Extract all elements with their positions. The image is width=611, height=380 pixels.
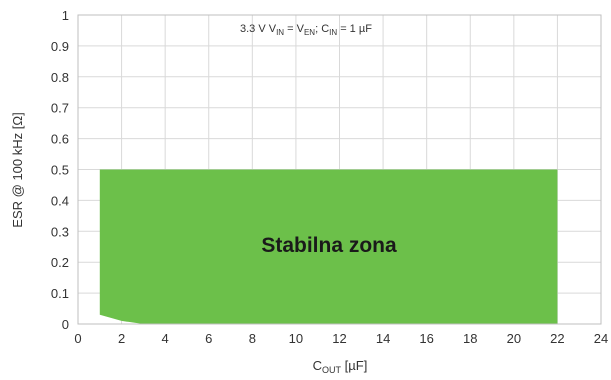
x-tick-label: 2 <box>118 331 125 346</box>
x-tick-label: 18 <box>463 331 477 346</box>
x-tick-label: 22 <box>550 331 564 346</box>
y-tick-label: 1 <box>62 8 69 23</box>
x-tick-label: 24 <box>594 331 608 346</box>
y-tick-label: 0.1 <box>51 286 69 301</box>
zone-label: Stabilna zona <box>261 234 397 257</box>
x-tick-label: 8 <box>249 331 256 346</box>
y-tick-label: 0.2 <box>51 255 69 270</box>
x-tick-label: 10 <box>289 331 303 346</box>
y-tick-label: 0.5 <box>51 163 69 178</box>
y-tick-label: 0.8 <box>51 70 69 85</box>
condition-annotation: 3.3 V VIN = VEN; CIN = 1 µF <box>240 23 372 37</box>
y-tick-label: 0.6 <box>51 132 69 147</box>
y-tick-label: 0 <box>62 317 69 332</box>
x-tick-label: 14 <box>376 331 390 346</box>
y-tick-label: 0.3 <box>51 224 69 239</box>
y-tick-label: 0.7 <box>51 101 69 116</box>
x-tick-label: 20 <box>507 331 521 346</box>
tick-labels: 0 2 4 6 8 10 12 14 16 18 20 22 2400.10.20.30.40.50.6… <box>51 8 608 346</box>
y-tick-label: 0.4 <box>51 193 69 208</box>
x-tick-label: 0 <box>74 331 81 346</box>
x-tick-label: 4 <box>162 331 169 346</box>
x-tick-label: 12 <box>332 331 346 346</box>
x-axis-title: COUT [µF] <box>313 358 368 375</box>
y-axis-title: ESR @ 100 kHz [Ω] <box>10 112 25 227</box>
stable-zone-area <box>99 169 558 324</box>
x-tick-label: 6 <box>205 331 212 346</box>
plot-frame <box>77 14 602 325</box>
y-tick-label: 0.9 <box>51 39 69 54</box>
x-tick-label: 16 <box>419 331 433 346</box>
